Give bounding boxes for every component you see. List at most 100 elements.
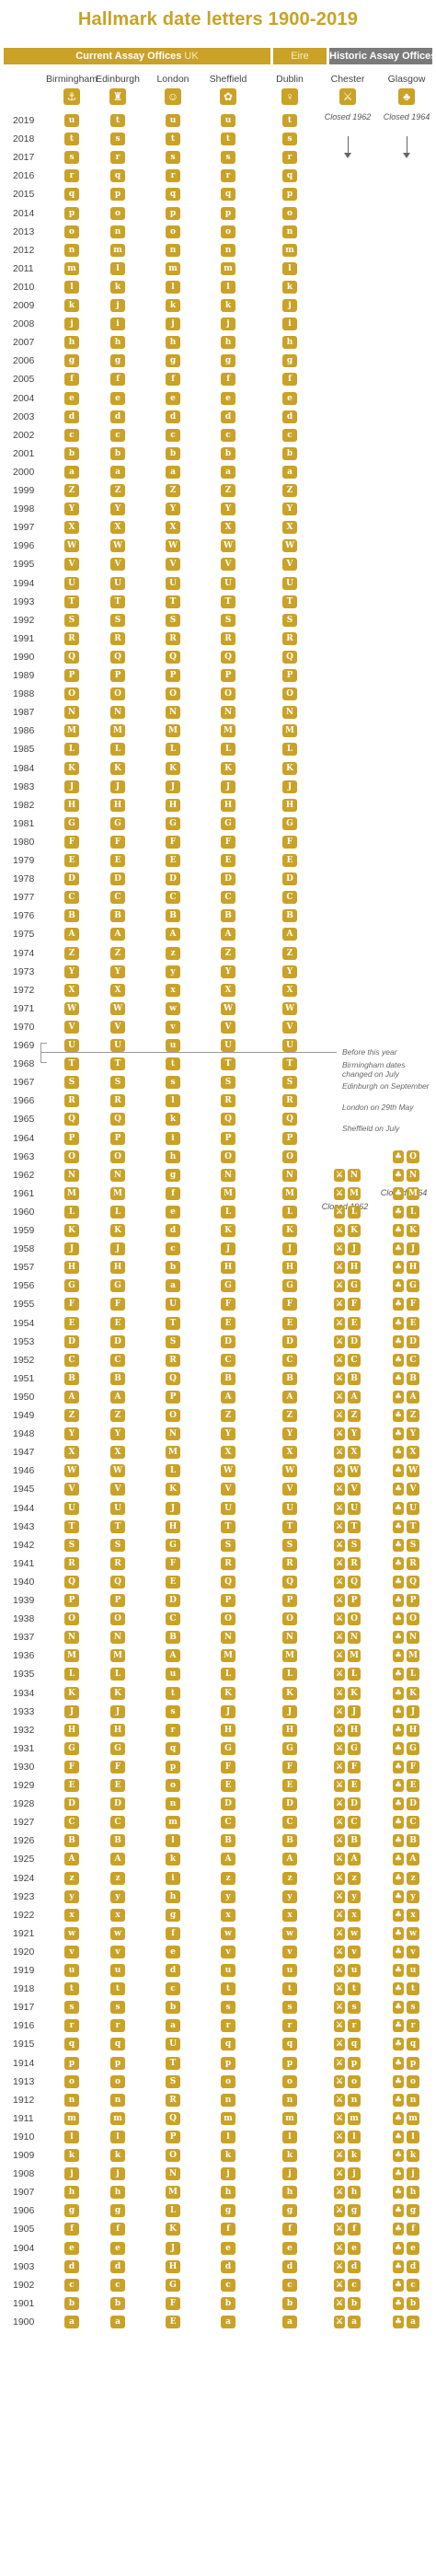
date-letter-dublin: l <box>282 2130 297 2143</box>
year-label: 1933 <box>13 1705 35 1717</box>
date-letter-sheffield: Y <box>221 965 235 978</box>
date-letter-glasgow: Y <box>407 1427 419 1441</box>
date-letter-sheffield: j <box>221 2167 235 2181</box>
date-letter-glasgow: s <box>407 2001 419 2015</box>
castle-icon: ♜ <box>109 88 126 105</box>
date-letter-birmingham: N <box>64 706 79 720</box>
date-letter-edinburgh: Z <box>110 484 125 497</box>
chester-town-mark: ⚔ <box>334 1631 345 1645</box>
date-letter-dublin: R <box>282 1556 297 1570</box>
date-letter-chester: R <box>348 1556 361 1570</box>
date-letter-glasgow: e <box>407 2241 419 2255</box>
date-letter-birmingham: B <box>64 1371 79 1385</box>
date-letter-dublin: M <box>282 1186 297 1200</box>
sword-wheat-icon: ⚔ <box>339 88 356 105</box>
date-letter-dublin: e <box>282 391 297 405</box>
date-letter-london: s <box>166 1704 180 1718</box>
date-letter-birmingham: J <box>64 1704 79 1718</box>
date-letter-dublin: X <box>282 521 297 535</box>
date-letter-edinburgh: R <box>110 1094 125 1108</box>
date-letter-dublin: X <box>282 1446 297 1460</box>
glasgow-town-mark: ♣ <box>393 1168 404 1182</box>
date-letter-london: c <box>166 428 180 442</box>
chester-town-mark: ⚔ <box>334 1261 345 1275</box>
glasgow-closed-note: Closed 1964 <box>383 112 430 121</box>
date-letter-edinburgh: a <box>110 465 125 479</box>
glasgow-town-mark: ♣ <box>393 1556 404 1570</box>
year-label: 2018 <box>13 133 35 145</box>
date-letter-sheffield: y <box>221 1889 235 1903</box>
date-letter-london: b <box>166 2001 180 2015</box>
chester-town-mark: ⚔ <box>334 1298 345 1311</box>
date-letter-sheffield: N <box>221 706 235 720</box>
glasgow-town-mark: ♣ <box>393 2296 404 2310</box>
date-letter-london: C <box>166 1612 180 1626</box>
chester-town-mark: ⚔ <box>334 1834 345 1848</box>
date-letter-chester: f <box>348 2223 361 2236</box>
date-letter-sheffield: a <box>221 2315 235 2328</box>
date-letter-dublin: K <box>282 761 297 775</box>
date-letter-london: i <box>166 1871 180 1885</box>
date-letter-glasgow: m <box>407 2111 419 2125</box>
date-letter-glasgow: D <box>407 1797 419 1811</box>
date-letter-dublin: O <box>282 687 297 701</box>
date-letter-london: Y <box>166 502 180 516</box>
date-letter-edinburgh: B <box>110 1371 125 1385</box>
date-letter-edinburgh: v <box>110 1945 125 1958</box>
date-letter-edinburgh: j <box>110 2167 125 2181</box>
glasgow-town-mark: ♣ <box>393 1224 404 1237</box>
year-label: 2014 <box>13 207 35 219</box>
date-letter-chester: m <box>348 2111 361 2125</box>
year-label: 2006 <box>13 355 35 367</box>
date-letter-birmingham: K <box>64 1224 79 1237</box>
date-letter-london: V <box>166 558 180 572</box>
office-name-london: London <box>156 74 189 85</box>
chester-town-mark: ⚔ <box>334 2074 345 2088</box>
year-label: 1969 <box>13 1040 35 1051</box>
hibernia-icon: ♀ <box>281 88 298 105</box>
year-label: 1939 <box>13 1595 35 1606</box>
date-letter-edinburgh: r <box>110 2019 125 2033</box>
date-letter-birmingham: a <box>64 2315 79 2328</box>
year-label: 1966 <box>13 1095 35 1107</box>
date-letter-dublin: H <box>282 1261 297 1275</box>
date-letter-chester: w <box>348 1926 361 1940</box>
year-label: 1970 <box>13 1021 35 1033</box>
date-letter-edinburgh: C <box>110 1353 125 1367</box>
date-letter-birmingham: w <box>64 1926 79 1940</box>
year-label: 2005 <box>13 374 35 386</box>
date-letter-dublin: O <box>282 1612 297 1626</box>
date-letter-dublin: J <box>282 780 297 793</box>
date-letter-edinburgh: M <box>110 1649 125 1663</box>
date-letter-london: o <box>166 1779 180 1792</box>
date-letter-chester: q <box>348 2038 361 2051</box>
date-letter-birmingham: R <box>64 1556 79 1570</box>
year-label: 1997 <box>13 522 35 534</box>
year-label: 1981 <box>13 817 35 829</box>
date-letter-sheffield: P <box>221 1594 235 1607</box>
date-letter-glasgow: d <box>407 2259 419 2273</box>
date-letter-london: U <box>166 2038 180 2051</box>
leopard-head-icon: ☺ <box>165 88 181 105</box>
date-letter-sheffield: w <box>221 1926 235 1940</box>
date-letter-birmingham: F <box>64 1298 79 1311</box>
date-letter-birmingham: V <box>64 1020 79 1034</box>
date-letter-sheffield: E <box>221 1316 235 1330</box>
chester-town-mark: ⚔ <box>334 1242 345 1256</box>
date-letter-glasgow: B <box>407 1834 419 1848</box>
chester-town-mark: ⚔ <box>334 1797 345 1811</box>
date-letter-london: H <box>166 1519 180 1533</box>
date-letter-london: R <box>166 2093 180 2107</box>
date-letter-sheffield: F <box>221 835 235 849</box>
date-letter-sheffield: Q <box>221 1575 235 1588</box>
date-letter-chester: a <box>348 2315 361 2328</box>
glasgow-town-mark: ♣ <box>393 1982 404 1996</box>
date-letter-edinburgh: L <box>110 1668 125 1681</box>
year-label: 1955 <box>13 1299 35 1311</box>
date-letter-sheffield: N <box>221 1168 235 1182</box>
date-letter-london: l <box>166 1834 180 1848</box>
date-letter-sheffield: M <box>221 1186 235 1200</box>
glasgow-town-mark: ♣ <box>393 1446 404 1460</box>
date-letter-birmingham: K <box>64 761 79 775</box>
date-letter-birmingham: V <box>64 1483 79 1496</box>
